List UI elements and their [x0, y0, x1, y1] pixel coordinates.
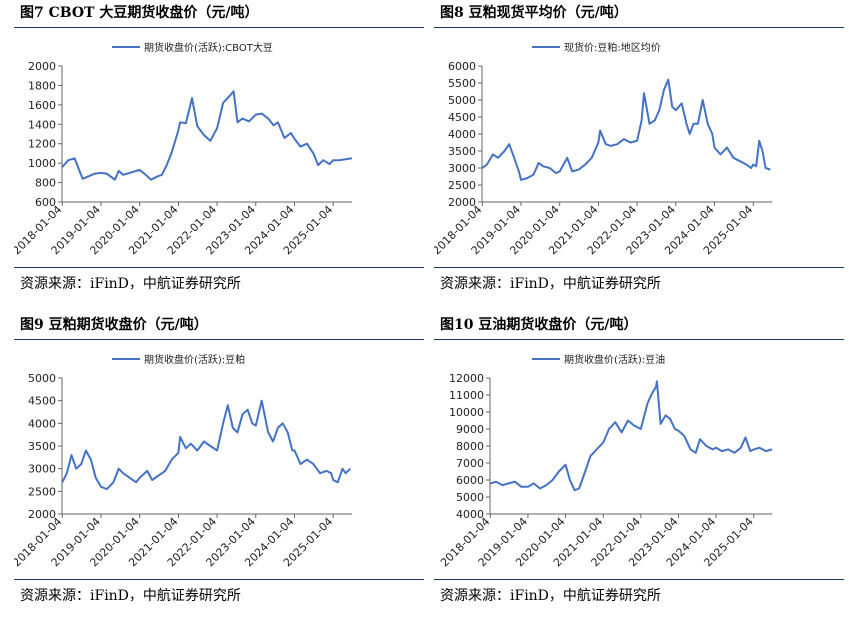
y-tick-label: 4000	[448, 128, 476, 141]
figure-title: 图9 豆粕期货收盘价（元/吨）	[20, 317, 208, 333]
y-tick-label: 2000	[28, 508, 56, 521]
legend-label: 期货收盘价(活跃):豆粕	[144, 353, 245, 366]
y-tick-label: 7000	[456, 457, 484, 470]
line-chart: 期货收盘价(活跃):CBOT大豆 600 800 1000 1200 1400 1600 18…	[14, 41, 353, 257]
series-line	[61, 90, 353, 181]
source-note: 资源来源：iFinD，中航证券研究所	[20, 588, 241, 604]
source-divider	[14, 579, 424, 580]
y-tick-label: 4000	[28, 417, 56, 430]
y-tick-label: 1800	[28, 79, 56, 92]
series-line	[490, 380, 773, 492]
y-tick-label: 800	[35, 177, 56, 190]
legend-label: 期货收盘价(活跃):豆油	[564, 353, 665, 366]
legend-label: 期货收盘价(活跃):CBOT大豆	[144, 41, 273, 54]
source-note: 资源来源：iFinD，中航证券研究所	[440, 588, 661, 604]
source-divider	[434, 267, 844, 268]
y-tick-label: 12000	[449, 372, 484, 385]
title-divider	[434, 339, 844, 340]
line-chart: 现货价:豆粕:地区均价 2000 2500 3000 3500 4000 4500 5000 5…	[434, 41, 772, 257]
source-note: 资源来源：iFinD，中航证券研究所	[20, 276, 241, 292]
y-tick-label: 5000	[448, 94, 476, 107]
series-line	[481, 78, 771, 181]
y-tick-label: 11000	[449, 389, 484, 402]
y-tick-label: 600	[35, 196, 56, 209]
figure-panel: 图9 豆粕期货收盘价（元/吨） 期货收盘价(活跃):豆粕 2000 2500 3000…	[14, 312, 424, 612]
title-divider	[434, 27, 844, 28]
y-tick-label: 6000	[448, 60, 476, 73]
title-divider	[14, 27, 424, 28]
y-tick-label: 3000	[448, 162, 476, 175]
line-chart: 期货收盘价(活跃):豆油 4000 5000 6000 7000 8000 9000 1000…	[438, 353, 773, 569]
figure-title: 图10 豆油期货收盘价（元/吨）	[440, 317, 638, 333]
y-tick-label: 3500	[28, 440, 56, 453]
y-tick-label: 8000	[456, 440, 484, 453]
legend: 期货收盘价(活跃):CBOT大豆	[112, 41, 273, 54]
y-tick-label: 1200	[28, 138, 56, 151]
legend: 期货收盘价(活跃):豆油	[532, 353, 665, 366]
figure-panel: 图8 豆粕现货平均价（元/吨） 现货价:豆粕:地区均价 2000 2500 3000 3…	[434, 0, 844, 300]
source-divider	[14, 267, 424, 268]
source-note: 资源来源：iFinD，中航证券研究所	[440, 276, 661, 292]
y-tick-label: 5000	[28, 372, 56, 385]
y-tick-label: 2000	[28, 60, 56, 73]
y-tick-label: 1600	[28, 99, 56, 112]
legend-label: 现货价:豆粕:地区均价	[564, 41, 661, 54]
y-tick-label: 1000	[28, 157, 56, 170]
figure-panel: 图7 CBOT 大豆期货收盘价（元/吨） 期货收盘价(活跃):CBOT大豆 600…	[14, 0, 424, 300]
y-tick-label: 5500	[448, 77, 476, 90]
y-tick-label: 4500	[28, 395, 56, 408]
y-tick-label: 10000	[449, 406, 484, 419]
figure-title: 图7 CBOT 大豆期货收盘价（元/吨）	[20, 5, 259, 21]
y-tick-label: 6000	[456, 474, 484, 487]
y-tick-label: 9000	[456, 423, 484, 436]
y-tick-label: 3500	[448, 145, 476, 158]
series-line	[61, 399, 352, 491]
figure-title: 图8 豆粕现货平均价（元/吨）	[440, 5, 628, 21]
line-chart: 期货收盘价(活跃):豆粕 2000 2500 3000 3500 4000 4500 5000…	[14, 353, 352, 569]
y-tick-label: 2500	[448, 179, 476, 192]
title-divider	[14, 339, 424, 340]
y-tick-label: 3000	[28, 463, 56, 476]
y-tick-label: 1400	[28, 118, 56, 131]
legend: 期货收盘价(活跃):豆粕	[112, 353, 245, 366]
y-tick-label: 2000	[448, 196, 476, 209]
y-tick-label: 4000	[456, 508, 484, 521]
figure-panel: 图10 豆油期货收盘价（元/吨） 期货收盘价(活跃):豆油 4000 5000 600…	[434, 312, 844, 612]
legend: 现货价:豆粕:地区均价	[532, 41, 661, 54]
y-tick-label: 5000	[456, 491, 484, 504]
y-tick-label: 2500	[28, 485, 56, 498]
y-tick-label: 4500	[448, 111, 476, 124]
source-divider	[434, 579, 844, 580]
